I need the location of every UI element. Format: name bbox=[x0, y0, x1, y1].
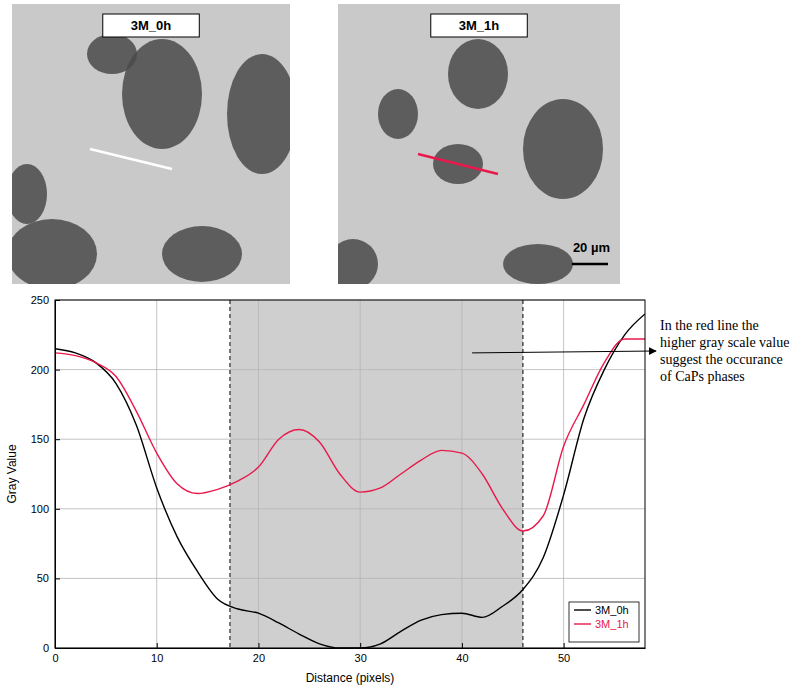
label-box bbox=[103, 14, 200, 37]
grid-line bbox=[461, 300, 462, 648]
grid-line bbox=[55, 439, 645, 440]
legend-swatch bbox=[574, 623, 591, 624]
tick-label: 20 bbox=[253, 652, 265, 664]
image-texture bbox=[523, 99, 603, 199]
tick: 100 bbox=[31, 503, 60, 515]
tick-label: 10 bbox=[151, 652, 163, 664]
tick-mark bbox=[564, 643, 565, 648]
image-texture bbox=[162, 226, 242, 282]
x-axis: 0 10 20 30 40 50 bbox=[52, 643, 645, 664]
tick-mark bbox=[360, 643, 361, 648]
highlight-band bbox=[230, 300, 523, 648]
tick-label: 0 bbox=[43, 642, 49, 654]
tick: 10 bbox=[151, 643, 163, 664]
tick-mark bbox=[258, 643, 259, 648]
tick: 20 bbox=[253, 643, 265, 664]
image-ground bbox=[338, 4, 620, 284]
tick-label: 150 bbox=[31, 433, 49, 445]
grid-line bbox=[55, 369, 645, 370]
tick: 50 bbox=[558, 643, 570, 664]
figure: 3M_0h 3M_1h 20 µm 0 10 20 30 40 50 0 50 100 150 200 25… bbox=[0, 0, 798, 691]
grid-line bbox=[55, 508, 645, 509]
annotation: In the red line thehigher gray scale val… bbox=[660, 318, 789, 384]
legend: 3M_0h 3M_1h bbox=[569, 602, 639, 642]
profile-line bbox=[418, 154, 498, 174]
series-line bbox=[55, 314, 645, 648]
tick: 50 bbox=[37, 572, 60, 584]
micrograph: 3M_0h bbox=[7, 4, 297, 289]
tick: 30 bbox=[355, 643, 367, 664]
y-axis: 0 50 100 150 200 250 bbox=[31, 294, 60, 654]
tick-label: 200 bbox=[31, 364, 49, 376]
tick: 40 bbox=[456, 643, 468, 664]
image-texture bbox=[448, 39, 508, 109]
image-texture bbox=[12, 164, 47, 224]
image-texture bbox=[503, 244, 573, 284]
legend-swatch bbox=[574, 609, 591, 610]
image-texture bbox=[378, 89, 418, 139]
tick-label: 100 bbox=[31, 503, 49, 515]
legend-label: 3M_1h bbox=[595, 618, 629, 630]
image-texture bbox=[12, 219, 97, 284]
annotation-arrow bbox=[472, 351, 656, 353]
tick-mark bbox=[462, 643, 463, 648]
profile-line bbox=[90, 149, 172, 169]
legend-label: 3M_0h bbox=[595, 604, 629, 616]
series-line bbox=[55, 339, 645, 531]
y-axis-title: Gray Value bbox=[5, 444, 19, 503]
grid-line bbox=[258, 300, 259, 648]
grid-line bbox=[156, 300, 157, 648]
label-box bbox=[431, 14, 528, 37]
tick-label: 50 bbox=[37, 572, 49, 584]
tick-mark bbox=[55, 439, 60, 440]
tick-label: 50 bbox=[558, 652, 570, 664]
x-axis-title: Distance (pixels) bbox=[306, 671, 395, 685]
highlight-region bbox=[230, 300, 523, 648]
grid-line bbox=[55, 578, 645, 579]
tick-label: 40 bbox=[456, 652, 468, 664]
image-label: 3M_1h bbox=[459, 18, 500, 33]
scale-bar bbox=[572, 263, 608, 266]
highlight-edge bbox=[229, 300, 230, 648]
tick-mark bbox=[157, 643, 158, 648]
tick-label: 250 bbox=[31, 294, 49, 306]
tick-mark bbox=[55, 370, 60, 371]
tick-label: 0 bbox=[52, 652, 58, 664]
series-group bbox=[55, 314, 645, 648]
micrograph: 3M_1h 20 µm bbox=[328, 4, 620, 289]
image-texture bbox=[338, 239, 378, 284]
tick: 200 bbox=[31, 364, 60, 376]
tick: 150 bbox=[31, 433, 60, 445]
grid-line bbox=[360, 300, 361, 648]
legend-box bbox=[569, 602, 639, 642]
image-texture bbox=[87, 34, 137, 74]
image-texture bbox=[227, 54, 290, 174]
tick-mark bbox=[55, 578, 60, 579]
tick-mark bbox=[55, 509, 60, 510]
image-label: 3M_0h bbox=[131, 18, 172, 33]
scale-bar-label: 20 µm bbox=[573, 240, 610, 255]
tick-label: 30 bbox=[355, 652, 367, 664]
